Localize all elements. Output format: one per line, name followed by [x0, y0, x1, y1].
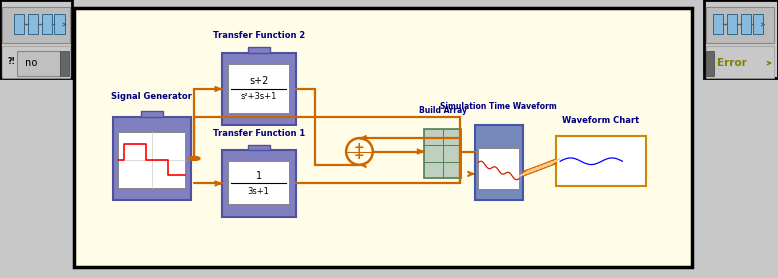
FancyBboxPatch shape — [17, 51, 60, 76]
Bar — [727, 14, 737, 34]
Bar — [54, 14, 65, 34]
Text: Simulation Time Waveform: Simulation Time Waveform — [440, 102, 557, 111]
FancyBboxPatch shape — [228, 64, 289, 113]
FancyBboxPatch shape — [228, 161, 289, 204]
Bar — [713, 14, 723, 34]
Bar — [14, 14, 24, 34]
FancyBboxPatch shape — [222, 150, 296, 217]
Ellipse shape — [346, 138, 373, 165]
FancyBboxPatch shape — [113, 117, 191, 200]
Text: Transfer Function 2: Transfer Function 2 — [212, 31, 305, 40]
FancyBboxPatch shape — [706, 7, 774, 43]
FancyBboxPatch shape — [704, 0, 778, 78]
Text: Transfer Function 1: Transfer Function 1 — [212, 129, 305, 138]
FancyBboxPatch shape — [475, 125, 523, 200]
FancyBboxPatch shape — [706, 51, 714, 76]
Bar — [741, 14, 751, 34]
Text: ?!: ?! — [8, 57, 16, 66]
FancyBboxPatch shape — [556, 136, 646, 186]
Bar — [28, 14, 38, 34]
FancyBboxPatch shape — [706, 46, 774, 78]
Text: +: + — [354, 141, 365, 154]
Text: s²+3s+1: s²+3s+1 — [240, 92, 277, 101]
Bar — [247, 47, 269, 53]
Circle shape — [189, 157, 200, 160]
Text: Signal Generator: Signal Generator — [111, 93, 192, 101]
Text: Error: Error — [717, 58, 747, 68]
FancyBboxPatch shape — [0, 0, 72, 78]
FancyBboxPatch shape — [2, 7, 70, 43]
FancyBboxPatch shape — [478, 148, 519, 189]
FancyBboxPatch shape — [2, 46, 70, 78]
Text: 1: 1 — [256, 171, 261, 181]
Bar — [753, 14, 763, 34]
Text: Waveform Chart: Waveform Chart — [562, 116, 640, 125]
FancyBboxPatch shape — [118, 132, 185, 188]
FancyBboxPatch shape — [222, 53, 296, 125]
FancyBboxPatch shape — [74, 8, 692, 267]
Text: no: no — [25, 58, 37, 68]
Text: +: + — [354, 149, 365, 162]
Text: s+2: s+2 — [249, 76, 268, 86]
Bar — [247, 145, 269, 150]
Bar — [42, 14, 52, 34]
Text: 3s+1: 3s+1 — [247, 187, 270, 196]
FancyBboxPatch shape — [424, 129, 461, 178]
Text: Build Array: Build Array — [419, 106, 467, 115]
FancyBboxPatch shape — [60, 51, 69, 76]
Bar — [141, 111, 163, 117]
